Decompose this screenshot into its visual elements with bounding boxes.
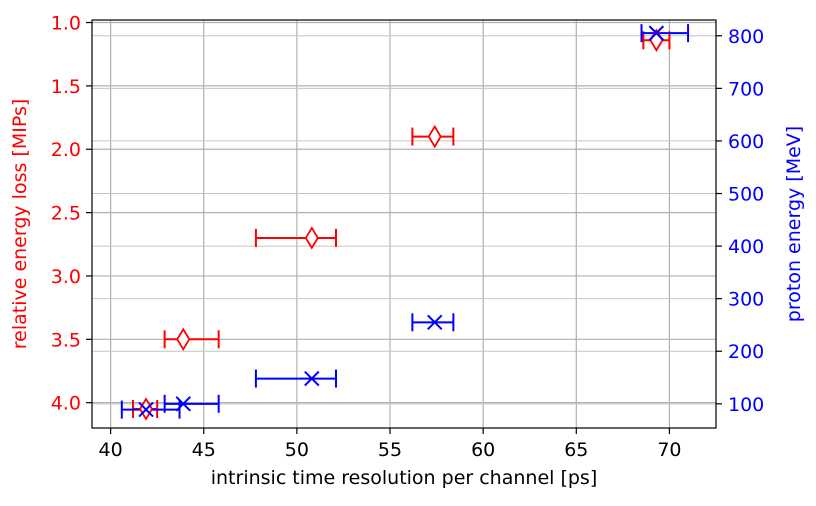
right-errorbar	[411, 313, 455, 332]
left-y-tick-label: 3.0	[51, 266, 81, 288]
left-errorbar	[163, 330, 220, 349]
left-y-tick-label: 2.5	[51, 203, 81, 225]
right-y-tick-label: 300	[728, 289, 764, 311]
x-marker	[648, 25, 665, 41]
markers	[138, 25, 665, 421]
x-marker	[138, 401, 154, 418]
left-y-tick-label: 1.0	[51, 13, 81, 35]
x-marker	[175, 396, 191, 412]
left-errorbar	[254, 228, 338, 247]
diamond-marker	[176, 327, 191, 352]
diamond-marker	[427, 124, 442, 149]
x-marker	[304, 370, 320, 387]
x-tick-label: 50	[285, 439, 309, 461]
x-tick-label: 65	[564, 439, 588, 461]
grid	[92, 20, 716, 428]
right-errorbar	[640, 24, 690, 43]
left-y-tick-label: 1.5	[51, 76, 81, 98]
ticks: 40 45 50 55 60 65 70 1.0 1.5 2.0 2.5 3.0 3.5 4.0 100 20…	[51, 13, 764, 461]
right-y-tick-label: 400	[728, 236, 764, 258]
x-tick-label: 55	[378, 439, 402, 461]
right-y-tick-label: 800	[728, 26, 764, 48]
x-marker	[427, 314, 443, 331]
right-errorbar	[254, 369, 338, 388]
x-tick-label: 60	[471, 439, 495, 461]
x-axis-label: intrinsic time resolution per channel [p…	[211, 467, 598, 489]
diamond-marker	[304, 226, 319, 250]
left-y-tick-label: 4.0	[51, 393, 81, 415]
right-y-axis-label: proton energy [MeV]	[783, 126, 805, 322]
right-y-tick-label: 500	[728, 184, 764, 206]
right-y-tick-label: 200	[728, 341, 764, 363]
x-tick-label: 70	[657, 439, 681, 461]
left-y-tick-label: 2.0	[51, 139, 81, 161]
right-y-tick-label: 700	[728, 78, 764, 100]
right-y-tick-label: 100	[728, 394, 764, 416]
plot-frame	[91, 19, 717, 429]
error-bars	[120, 24, 690, 419]
left-y-tick-label: 3.5	[51, 329, 81, 351]
x-tick-label: 45	[192, 439, 216, 461]
right-y-tick-label: 600	[728, 131, 764, 153]
left-y-axis-label: relative energy loss [MIPs]	[9, 99, 31, 350]
x-tick-label: 40	[99, 439, 123, 461]
